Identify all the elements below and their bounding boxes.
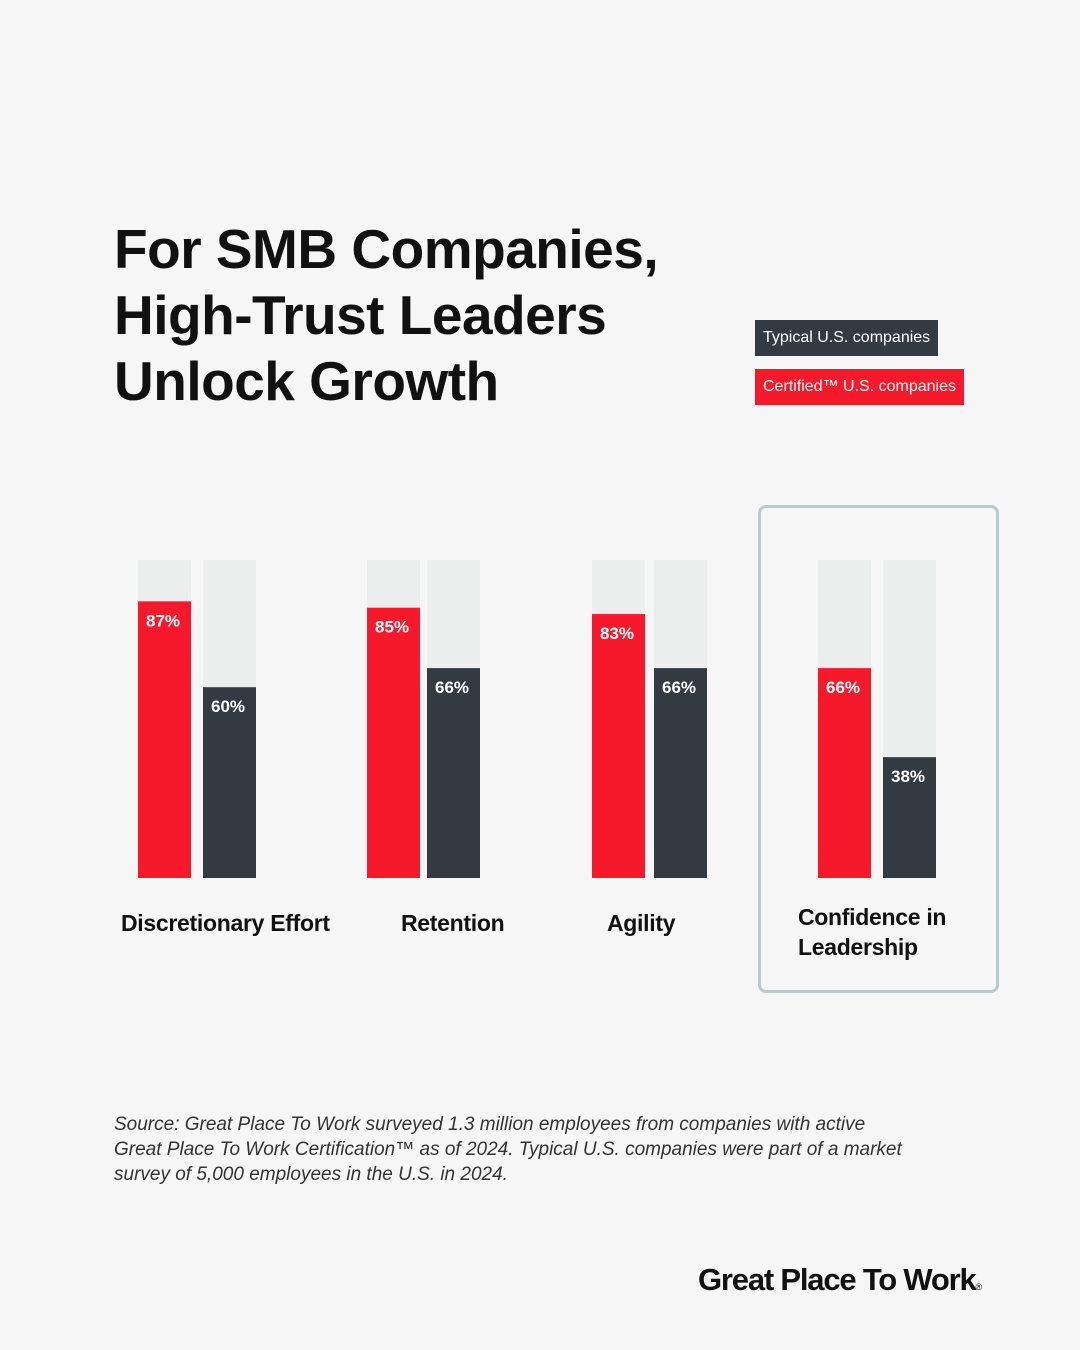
registered-mark: ® <box>975 1282 983 1292</box>
logo-text: Great Place To Work <box>698 1262 977 1297</box>
source-note: Source: Great Place To Work surveyed 1.3… <box>114 1114 902 1185</box>
bar-typical-retention <box>427 668 480 878</box>
bar-typical-confidence-in-leadership <box>883 757 936 878</box>
category-label-retention: Retention <box>401 910 505 936</box>
data-label-typical-agility: 66% <box>662 678 696 697</box>
title-line-1: For SMB Companies, <box>114 218 659 280</box>
bar-typical-agility <box>654 668 707 878</box>
title-line-2: High-Trust Leaders <box>114 284 607 346</box>
bar-chart: 87% 60% 85% 66% 83% 66% 66% 38% <box>138 601 936 878</box>
category-label-confidence-line-2: Leadership <box>798 934 918 960</box>
data-label-certified-agility: 83% <box>600 624 634 643</box>
highlight-box <box>758 505 999 993</box>
data-label-certified-retention: 85% <box>375 618 409 637</box>
bar-certified-retention <box>367 607 420 878</box>
category-label-confidence-line-1: Confidence in <box>798 904 947 930</box>
bar-certified-agility <box>592 614 645 878</box>
legend-certified: Certified™ U.S. companies <box>755 369 964 405</box>
title-line-3: Unlock Growth <box>114 350 499 412</box>
category-label-agility: Agility <box>607 910 676 936</box>
data-label-certified-discretionary-effort: 87% <box>146 611 180 630</box>
data-label-certified-confidence-in-leadership: 66% <box>826 678 860 697</box>
data-label-typical-confidence-in-leadership: 38% <box>891 767 925 786</box>
data-label-typical-retention: 66% <box>435 678 469 697</box>
bar-certified-confidence-in-leadership <box>818 668 871 878</box>
data-label-typical-discretionary-effort: 60% <box>211 697 245 716</box>
page-title: For SMB Companies, High-Trust Leaders Un… <box>114 216 714 414</box>
brand-logo: Great Place To Work® <box>698 1262 982 1298</box>
bar-certified-discretionary-effort <box>138 601 191 878</box>
category-label-confidence-in-leadership: Confidence in Leadership <box>798 902 978 962</box>
legend-typical: Typical U.S. companies <box>755 320 939 356</box>
bar-typical-discretionary-effort <box>203 687 256 878</box>
chart-legend: Typical U.S. companies Certified™ U.S. c… <box>755 320 964 405</box>
category-label-discretionary-effort: Discretionary Effort <box>121 910 330 936</box>
